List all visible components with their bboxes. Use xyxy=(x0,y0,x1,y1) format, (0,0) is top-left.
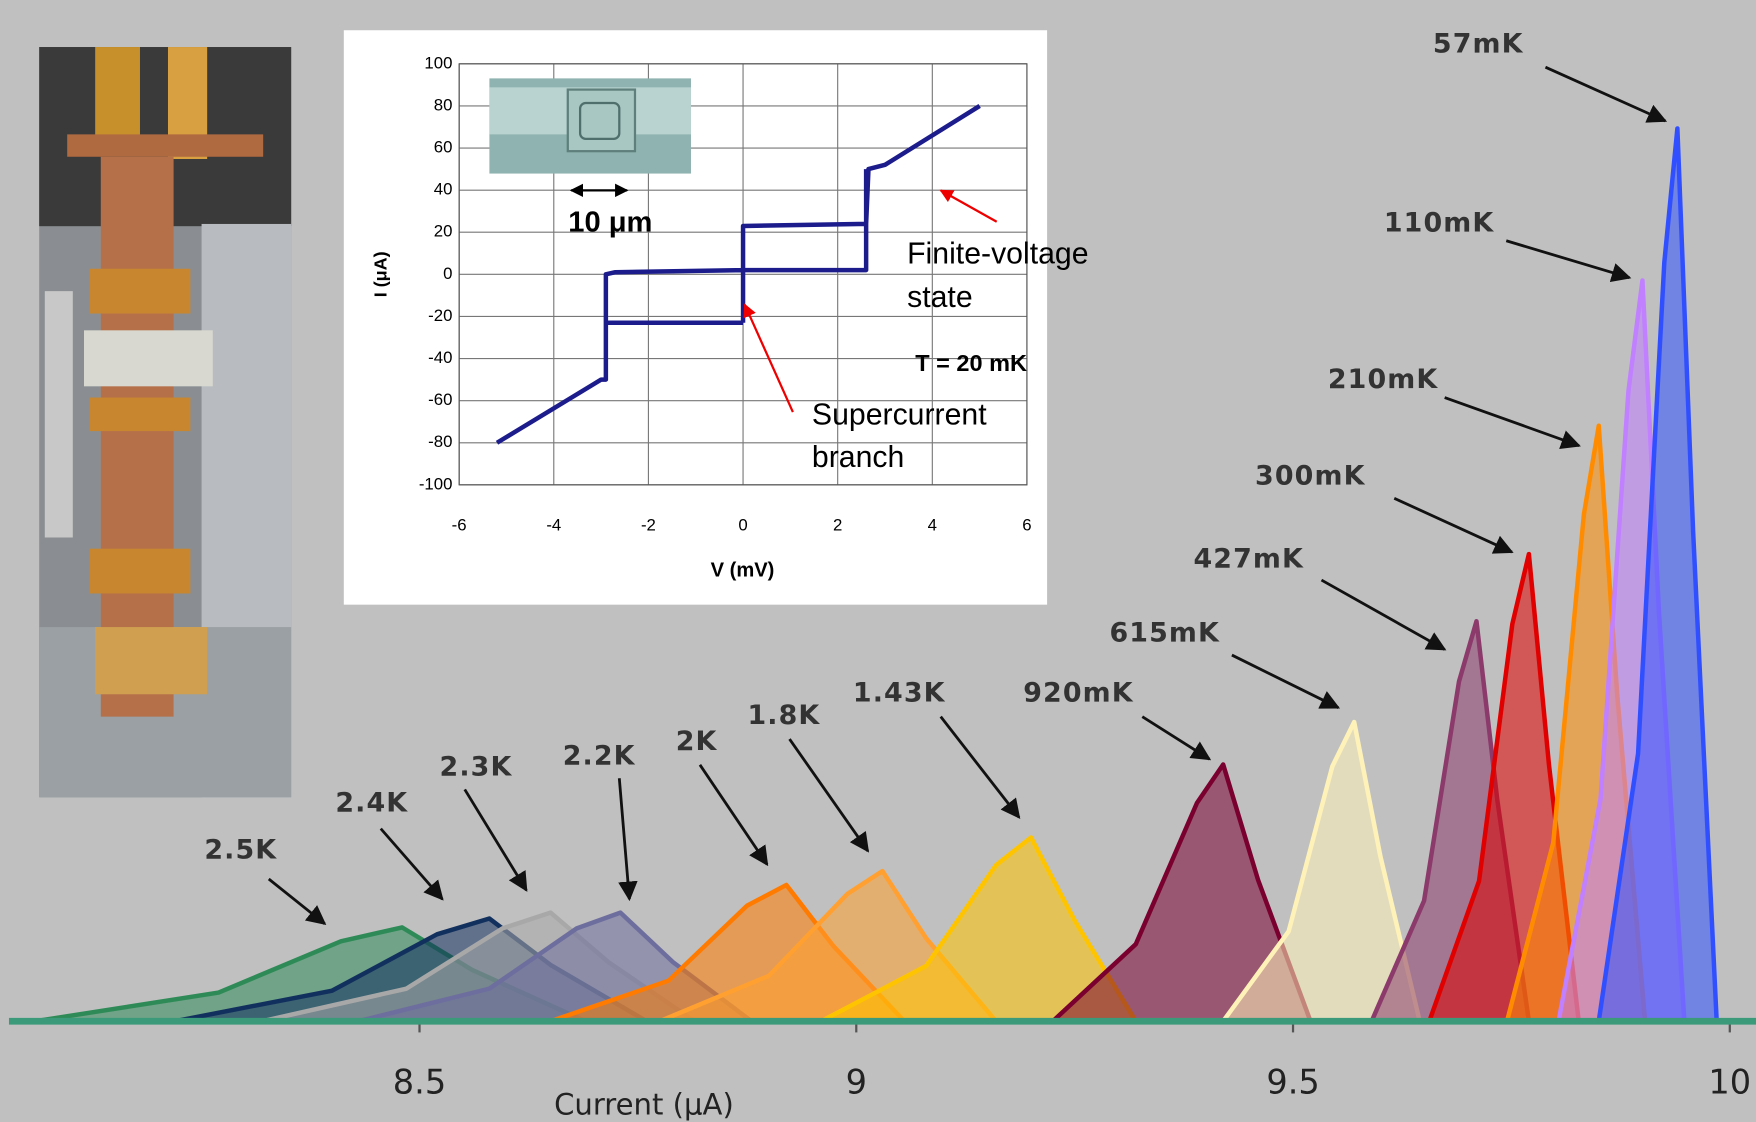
y-axis-label: I (μA) xyxy=(371,251,391,297)
x-tick-label: 2 xyxy=(833,516,842,535)
label-arrow xyxy=(698,764,769,867)
label-arrow xyxy=(617,778,638,902)
y-tick-label: 20 xyxy=(434,222,453,241)
temperature-label: 2.2K xyxy=(563,740,636,771)
label-arrow xyxy=(1444,396,1581,449)
cryostat-photo xyxy=(39,47,292,798)
x-tick-label: -2 xyxy=(641,516,656,535)
distribution-curve xyxy=(820,835,1138,1024)
temperature-label: 210mK xyxy=(1328,364,1439,395)
label-arrow xyxy=(788,738,870,853)
label-arrow xyxy=(1544,65,1668,123)
annotation: branch xyxy=(812,441,904,474)
annotation: Supercurrent xyxy=(812,399,987,432)
temperature-label: 1.43K xyxy=(853,678,946,709)
y-tick-label: 100 xyxy=(424,53,452,72)
temperature-label: 427mK xyxy=(1193,543,1304,574)
label-arrow xyxy=(463,788,528,892)
label-arrow xyxy=(1320,578,1447,651)
label-arrow xyxy=(1141,715,1212,761)
y-tick-label: -80 xyxy=(428,432,452,451)
distribution-curve xyxy=(1221,719,1422,1023)
scale-label: 10 μm xyxy=(568,207,652,239)
annotation: state xyxy=(907,281,973,314)
x-tick-label: 8.5 xyxy=(393,1062,446,1101)
temperature-label: 2.4K xyxy=(335,787,408,818)
main-plot: 8.5 9 9.5 10 xyxy=(34,126,1751,1101)
distribution-curve xyxy=(1596,126,1719,1022)
x-tick-label: 4 xyxy=(928,516,937,535)
temperature-label: 615mK xyxy=(1109,617,1220,648)
label-arrow xyxy=(1393,497,1514,554)
temperature-label: 57mK xyxy=(1433,28,1524,59)
label-arrow xyxy=(1231,653,1341,709)
label-arrow xyxy=(939,715,1021,819)
label-arrow xyxy=(379,827,444,901)
label-arrow xyxy=(267,877,327,926)
y-tick-label: -40 xyxy=(428,348,452,367)
y-tick-label: 0 xyxy=(443,264,452,283)
temperature-label: 1.8K xyxy=(747,700,820,731)
y-tick-label: 40 xyxy=(434,180,453,199)
label-arrow xyxy=(1505,239,1632,283)
temperature-label: 2.5K xyxy=(204,835,277,866)
y-tick-label: 60 xyxy=(434,137,453,156)
micrograph xyxy=(489,78,691,198)
y-tick-label: 80 xyxy=(434,95,453,114)
plot-frame xyxy=(458,63,1028,486)
y-tick-label: -60 xyxy=(428,390,452,409)
x-tick-label: -6 xyxy=(452,516,467,535)
temperature-label: 300mK xyxy=(1255,461,1366,492)
annotation: T = 20 mK xyxy=(915,350,1027,376)
x-tick-label: 9.5 xyxy=(1266,1062,1319,1101)
x-axis-label: Current (μA) xyxy=(554,1087,734,1121)
x-tick-label: 9 xyxy=(846,1062,867,1101)
y-tick-label: -20 xyxy=(428,306,452,325)
x-axis-label: V (mV) xyxy=(711,559,775,581)
x-tick-label: 6 xyxy=(1022,516,1031,535)
temperature-label: 110mK xyxy=(1384,207,1495,238)
distribution-curve xyxy=(1051,762,1313,1023)
x-tick-label: 0 xyxy=(738,516,747,535)
x-tick-label: 10 xyxy=(1708,1062,1751,1101)
iv-curve xyxy=(495,104,981,445)
inset-panel xyxy=(343,30,1048,605)
x-tick-label: -4 xyxy=(546,516,561,535)
temperature-label: 920mK xyxy=(1023,678,1134,709)
temperature-label: 2.3K xyxy=(440,752,513,783)
y-tick-label: -100 xyxy=(419,474,453,493)
temperature-label: 2K xyxy=(676,726,718,757)
annotation: Finite-voltage xyxy=(907,237,1088,270)
annotation-arrow xyxy=(743,303,794,413)
annotation-arrow xyxy=(939,189,998,223)
